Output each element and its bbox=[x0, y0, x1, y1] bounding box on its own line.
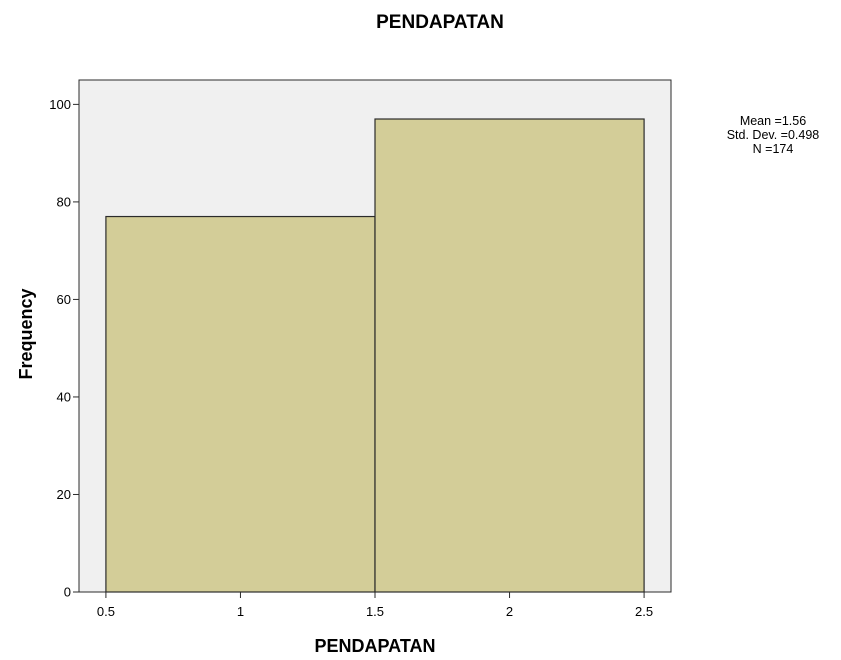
y-tick-label-5: 80 bbox=[57, 194, 71, 209]
n-label: N =174 bbox=[753, 142, 794, 156]
bars-layer bbox=[105, 118, 645, 593]
x-tick-label-3: 1.5 bbox=[366, 604, 384, 619]
histogram-bar-1 bbox=[105, 215, 376, 593]
y-axis: 0 20 40 60 80 100 bbox=[49, 97, 79, 600]
histogram-bar-2 bbox=[374, 118, 645, 593]
x-tick-label-1: 0.5 bbox=[97, 604, 115, 619]
x-tick-label-2: 1 bbox=[237, 604, 244, 619]
y-tick-label-2: 20 bbox=[57, 487, 71, 502]
y-tick-label-3: 40 bbox=[57, 389, 71, 404]
mean-label: Mean =1.56 bbox=[740, 114, 806, 128]
x-axis: 0.5 1 1.5 2 2.5 bbox=[97, 592, 653, 619]
y-tick-label-1: 0 bbox=[64, 585, 71, 600]
y-axis-title: Frequency bbox=[16, 288, 36, 379]
x-tick-label-5: 2.5 bbox=[635, 604, 653, 619]
x-tick-label-4: 2 bbox=[506, 604, 513, 619]
y-tick-label-4: 60 bbox=[57, 292, 71, 307]
y-tick-label-6: 100 bbox=[49, 97, 71, 112]
chart-title: PENDAPATAN bbox=[376, 12, 504, 33]
statistics-box: Mean =1.56 Std. Dev. =0.498 N =174 bbox=[727, 114, 820, 156]
std-dev-label: Std. Dev. =0.498 bbox=[727, 128, 820, 142]
x-axis-title: PENDAPATAN bbox=[315, 636, 436, 656]
